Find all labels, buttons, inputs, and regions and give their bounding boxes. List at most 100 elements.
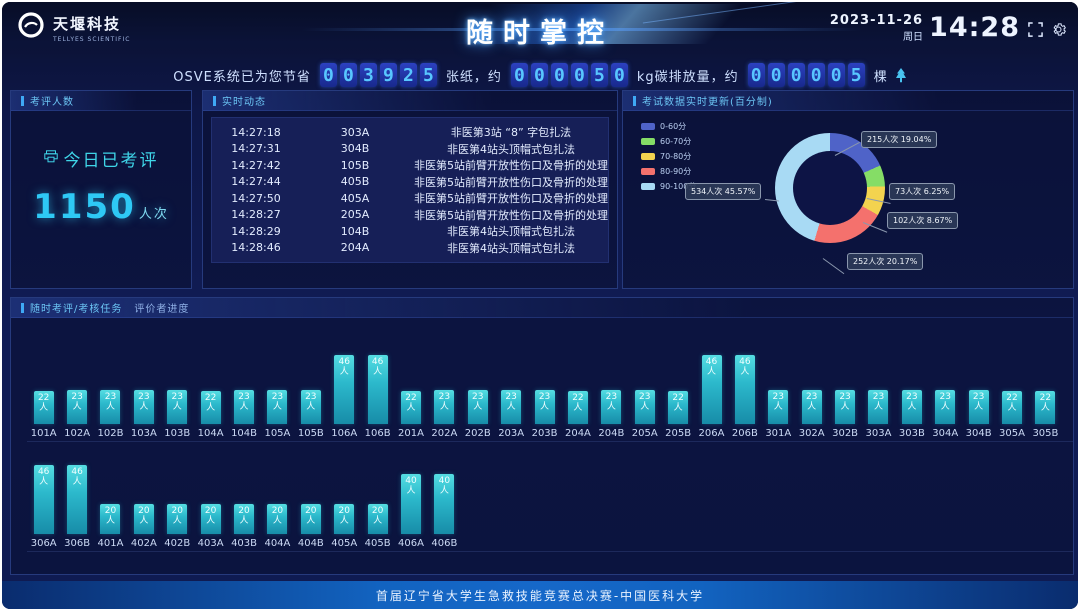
bar-category-label: 204B xyxy=(598,428,625,439)
fullscreen-icon[interactable] xyxy=(1028,22,1043,37)
counter-digit: 2 xyxy=(399,63,417,87)
bar: 46 人 xyxy=(334,355,355,424)
bar-value-label: 22 人 xyxy=(1039,393,1052,414)
counter-digit: 0 xyxy=(319,63,337,87)
bar-category-label: 402A xyxy=(130,538,157,549)
legend-item: 80-90分 xyxy=(641,166,696,177)
bar-slot: 23 人 103B xyxy=(161,324,194,439)
bar-chart-row: 22 人 101A 23 人 102A 23 人 102B 23 人 103A 23 人 103B 22 人 10… xyxy=(27,324,1073,442)
bar: 40 人 xyxy=(400,474,421,534)
bar-value-label: 20 人 xyxy=(338,506,350,527)
pie-callout: 102人次 8.67% xyxy=(887,212,959,229)
bar: 23 人 xyxy=(501,389,522,424)
bar-slot: 20 人 402A xyxy=(127,448,160,549)
bar-slot: 23 人 301A xyxy=(762,324,795,439)
bar-category-label: 204A xyxy=(564,428,591,439)
bar-slot: 20 人 405B xyxy=(361,448,394,549)
bar-value-label: 20 人 xyxy=(305,506,317,527)
savings-prefix: OSVE系统已为您节省 xyxy=(173,69,311,85)
bar-value-label: 20 人 xyxy=(238,506,250,527)
brand-logo xyxy=(16,11,46,45)
bar-slot: 40 人 406B xyxy=(428,448,461,549)
bar-slot: 20 人 404B xyxy=(294,448,327,549)
bar-category-label: 203A xyxy=(498,428,525,439)
bar-slot: 22 人 201A xyxy=(394,324,427,439)
bar-value-label: 23 人 xyxy=(538,391,551,412)
bar-slot: 23 人 205A xyxy=(628,324,661,439)
legend-swatch xyxy=(641,153,655,160)
bar-value-label: 40 人 xyxy=(438,476,451,497)
bar-value-label: 23 人 xyxy=(872,391,885,412)
gear-icon[interactable] xyxy=(1051,22,1066,37)
bar-slot: 23 人 304A xyxy=(929,324,962,439)
bar: 22 人 xyxy=(567,391,588,424)
bar-slot: 23 人 204B xyxy=(595,324,628,439)
bar-value-label: 22 人 xyxy=(672,393,684,414)
bar-category-label: 306A xyxy=(30,538,57,549)
bar-value-label: 46 人 xyxy=(739,357,751,378)
bar-slot: 23 人 105A xyxy=(261,324,294,439)
bar-value-label: 23 人 xyxy=(605,391,618,412)
counter-digit: 0 xyxy=(570,63,588,87)
bar-slot: 23 人 303A xyxy=(862,324,895,439)
realtime-item: 非医第4站头顶帽式包扎法 xyxy=(447,225,575,239)
realtime-time: 14:27:31 xyxy=(231,142,281,156)
bar-category-label: 202A xyxy=(431,428,458,439)
bar-category-label: 105B xyxy=(297,428,324,439)
bar-value-label: 46 人 xyxy=(71,467,83,488)
panel-exam-count: 考评人数 今日已考评 1150 人次 xyxy=(10,90,192,289)
bar-value-label: 20 人 xyxy=(271,506,284,527)
realtime-time: 14:28:46 xyxy=(231,241,281,255)
date-label: 2023-11-26 xyxy=(829,12,924,28)
bar-category-label: 103A xyxy=(130,428,157,439)
savings-suffix: kg碳排放量，约 xyxy=(636,69,739,85)
bar: 46 人 xyxy=(67,465,88,534)
callout-line xyxy=(822,258,845,275)
pie-callout: 252人次 20.17% xyxy=(847,253,924,270)
realtime-item: 非医第4站头顶帽式包扎法 xyxy=(447,142,575,156)
printer-icon xyxy=(43,148,58,168)
bar-slot: 22 人 101A xyxy=(27,324,60,439)
bar: 23 人 xyxy=(601,389,622,424)
bar: 23 人 xyxy=(434,389,455,424)
panel-title: 实时动态 xyxy=(203,91,617,111)
counter-digit: 0 xyxy=(807,63,825,87)
bar: 23 人 xyxy=(868,389,889,424)
bar: 23 人 xyxy=(801,389,822,424)
panel-realtime-feed: 实时动态 14:27:18 303A 非医第3站 “8” 字包扎法 14:27:31 3… xyxy=(202,90,618,289)
realtime-time: 14:27:18 xyxy=(231,125,281,139)
bar-slot: 40 人 406A xyxy=(394,448,427,549)
bar-category-label: 105A xyxy=(264,428,291,439)
bar-category-label: 401A xyxy=(97,538,124,549)
bar: 22 人 xyxy=(400,391,421,424)
bar-slot: 46 人 106A xyxy=(328,324,361,439)
bar-category-label: 203B xyxy=(531,428,558,439)
bar-category-label: 202B xyxy=(464,428,491,439)
counter-digit: 0 xyxy=(550,63,568,87)
realtime-time: 14:27:50 xyxy=(231,191,281,205)
realtime-station: 304B xyxy=(340,142,370,156)
counter-digit: 0 xyxy=(747,63,765,87)
bar: 20 人 xyxy=(200,504,221,534)
bar-slot: 20 人 402B xyxy=(161,448,194,549)
bar-slot: 23 人 302A xyxy=(795,324,828,439)
bar-category-label: 205A xyxy=(631,428,658,439)
bar-slot: 20 人 403A xyxy=(194,448,227,549)
bar: 23 人 xyxy=(634,389,655,424)
legend-swatch xyxy=(641,168,655,175)
counter-digit: 0 xyxy=(530,63,548,87)
realtime-station: 303A xyxy=(340,125,370,139)
bar-slot: 23 人 102B xyxy=(94,324,127,439)
bar-value-label: 23 人 xyxy=(238,391,250,412)
bar-value-label: 23 人 xyxy=(972,391,985,412)
bar-category-label: 305A xyxy=(999,428,1025,439)
bar: 23 人 xyxy=(300,389,321,424)
bar-category-label: 302B xyxy=(832,428,859,439)
bar-value-label: 23 人 xyxy=(772,391,784,412)
savings-suffix: 张纸，约 xyxy=(445,69,502,85)
bar-slot: 23 人 203B xyxy=(528,324,561,439)
bar-value-label: 46 人 xyxy=(371,357,384,378)
bar: 20 人 xyxy=(367,504,388,534)
bar-slot: 46 人 106B xyxy=(361,324,394,439)
